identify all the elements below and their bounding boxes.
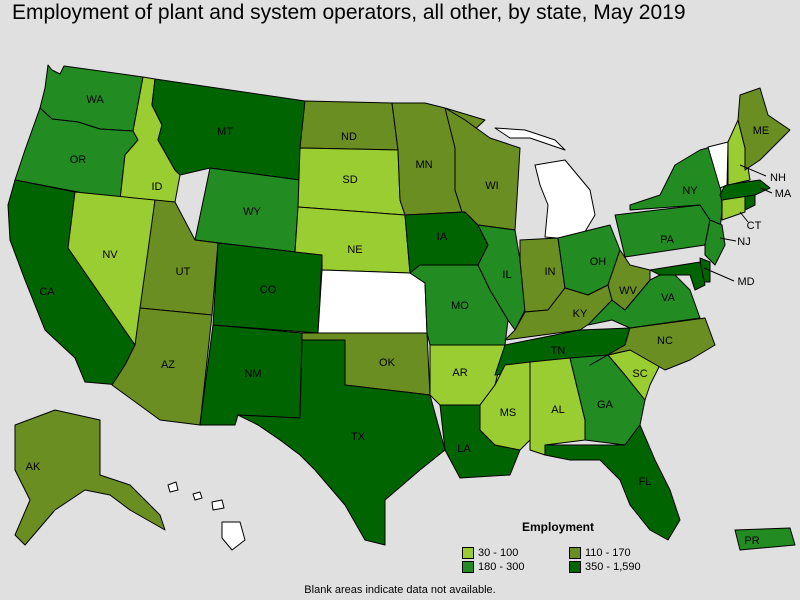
- state-label-oh: OH: [590, 256, 607, 268]
- state-shapes: [7, 64, 796, 551]
- state-ks: [317, 269, 428, 334]
- state-label-az: AZ: [161, 359, 175, 371]
- state-label-ky: KY: [573, 308, 588, 320]
- state-label-id: ID: [152, 181, 163, 193]
- state-pa: [614, 204, 711, 258]
- state-label-nc: NC: [657, 335, 673, 347]
- legend-label-2: 110 - 170: [585, 547, 631, 559]
- state-md: [649, 261, 706, 291]
- state-mo: [409, 264, 509, 346]
- leader-line-nh: [739, 164, 767, 177]
- state-ak: [14, 409, 166, 546]
- state-label-ma: MA: [775, 188, 792, 200]
- state-label-or: OR: [70, 154, 87, 166]
- label-leader-lines: [703, 164, 773, 282]
- state-label-me: ME: [753, 125, 770, 137]
- state-label-pa: PA: [660, 234, 675, 246]
- legend-label-1: 30 - 100: [478, 547, 519, 559]
- legend-swatch-1: [462, 547, 474, 559]
- state-label-ia: IA: [437, 231, 448, 243]
- state-label-ms: MS: [500, 407, 517, 419]
- state-label-nh: NH: [770, 172, 786, 184]
- state-pr: [734, 527, 796, 551]
- state-label-mn: MN: [415, 159, 432, 171]
- state-label-in: IN: [545, 266, 556, 278]
- state-label-al: AL: [551, 404, 564, 416]
- state-label-ak: AK: [26, 461, 41, 473]
- state-label-ct: CT: [747, 220, 762, 232]
- legend-item-2: 110 - 170: [569, 546, 631, 560]
- legend-item-4: 350 - 1,590: [569, 560, 641, 574]
- legend-swatch-4: [569, 561, 581, 573]
- legend-swatch-2: [569, 547, 581, 559]
- state-label-mt: MT: [217, 126, 233, 138]
- leader-line-md: [703, 267, 735, 282]
- state-label-nj: NJ: [737, 236, 750, 248]
- state-label-nd: ND: [341, 131, 357, 143]
- state-label-md: MD: [737, 276, 754, 288]
- state-label-ca: CA: [39, 286, 55, 298]
- legend-label-4: 350 - 1,590: [585, 561, 641, 573]
- state-label-ut: UT: [176, 266, 191, 278]
- state-label-wy: WY: [243, 206, 261, 218]
- state-me: [737, 87, 791, 171]
- state-fl: [544, 424, 681, 541]
- state-wv: [607, 249, 651, 311]
- state-label-ga: GA: [597, 399, 614, 411]
- state-az: [111, 307, 213, 426]
- legend-heading: Employment: [522, 520, 595, 534]
- state-label-ne: NE: [347, 244, 362, 256]
- state-vt: [707, 141, 729, 189]
- state-label-tn: TN: [551, 345, 566, 357]
- state-hi: [167, 481, 246, 551]
- map-title: Employment of plant and system operators…: [12, 1, 686, 24]
- state-label-va: VA: [661, 292, 676, 304]
- state-label-sc: SC: [632, 368, 647, 380]
- state-label-fl: FL: [639, 476, 652, 488]
- leader-line-ma: [759, 187, 773, 194]
- state-label-tx: TX: [351, 431, 366, 443]
- state-label-mo: MO: [451, 300, 469, 312]
- state-label-wv: WV: [619, 285, 637, 297]
- state-il: [477, 224, 526, 331]
- state-nc: [589, 317, 716, 371]
- legend-swatch-3: [462, 561, 474, 573]
- state-label-nv: NV: [102, 249, 118, 261]
- state-label-ok: OK: [379, 357, 396, 369]
- state-label-ny: NY: [682, 185, 698, 197]
- legend-item-1: 30 - 100: [462, 546, 518, 560]
- state-label-pr: PR: [744, 535, 759, 547]
- state-label-ar: AR: [452, 367, 467, 379]
- state-label-il: IL: [502, 269, 511, 281]
- state-label-co: CO: [260, 284, 277, 296]
- footnote: Blank areas indicate data not available.: [304, 584, 496, 596]
- legend-label-3: 180 - 300: [478, 561, 525, 573]
- state-tx: [237, 339, 446, 546]
- legend-item-3: 180 - 300: [462, 560, 524, 574]
- state-labels: WA OR CA ID NV MT WY UT AZ CO NM ND SD NE OK TX MN IA MO AR…: [26, 94, 792, 547]
- state-label-wi: WI: [485, 180, 498, 192]
- state-label-nm: NM: [244, 368, 261, 380]
- state-nj: [704, 219, 726, 266]
- state-label-la: LA: [457, 443, 471, 455]
- state-label-wa: WA: [86, 94, 104, 106]
- leader-line-nj: [719, 237, 737, 242]
- state-label-sd: SD: [342, 174, 357, 186]
- leader-line-ct: [739, 211, 749, 223]
